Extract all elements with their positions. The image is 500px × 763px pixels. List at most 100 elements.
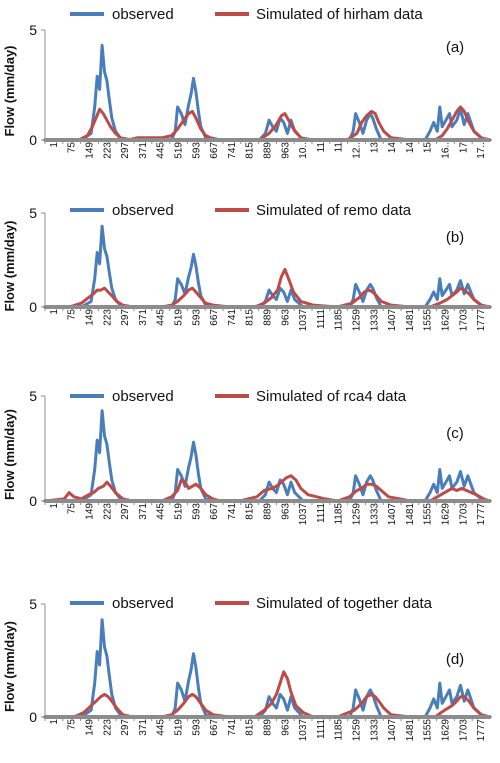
series-simulated-line (43, 105, 492, 142)
legend-simulated-label: Simulated of remo data (256, 202, 412, 219)
y-axis-label: Flow (mm/day) (2, 409, 17, 500)
y-tick-label: 5 (29, 22, 37, 38)
x-tick-label: 1555 (423, 719, 434, 742)
x-tick-label: 1037 (298, 719, 309, 742)
x-tick-label: 1111 (316, 503, 327, 523)
chart-panel-c: observed Simulated of rca4 data Flow (mm/d… (2, 388, 492, 526)
x-tick-label: 1333 (369, 719, 380, 742)
x-tick-label: 149 (85, 503, 96, 520)
x-tick-label: 1407 (387, 719, 398, 742)
panel-label: (a) (446, 39, 464, 56)
x-tick-label: 667 (209, 309, 220, 326)
series-observed-line (43, 224, 492, 309)
x-tick-label: 1481 (405, 503, 416, 526)
x-tick-label: 75 (67, 142, 78, 154)
x-tick-label: 14 (387, 142, 398, 154)
x-tick-label: 593 (191, 503, 202, 520)
x-tick-label: 1 (49, 503, 60, 509)
legend-simulated-label: Simulated of rca4 data (256, 388, 407, 405)
x-tick-label: 297 (120, 309, 131, 326)
x-tick-label: 16.. (441, 142, 452, 159)
y-axis-label: Flow (mm/day) (2, 621, 17, 712)
legend-observed-label: observed (112, 388, 174, 405)
x-tick-label: 149 (85, 309, 96, 326)
x-tick-label: 371 (138, 142, 149, 159)
x-tick-label: 1407 (387, 503, 398, 526)
chart-panel-a: observed Simulated of hirham data Flow (mm… (2, 6, 492, 159)
x-tick-label: 1185 (334, 309, 345, 331)
legend-observed-label: observed (112, 595, 174, 612)
x-tick-label: 1111 (316, 309, 327, 329)
x-tick-label: 1629 (441, 309, 452, 332)
x-tick-label: 297 (120, 142, 131, 159)
x-tick-label: 1185 (334, 503, 345, 525)
x-tick-label: 1111 (316, 719, 327, 739)
x-tick-label: 1555 (423, 503, 434, 526)
x-tick-label: 667 (209, 503, 220, 520)
x-tick-label: 889 (263, 142, 274, 159)
x-tick-label: 371 (138, 309, 149, 326)
y-axis-label: Flow (mm/day) (2, 45, 17, 136)
x-tick-label: 741 (227, 309, 238, 326)
x-tick-label: 13 (369, 142, 380, 154)
x-tick-label: 11 (334, 142, 345, 153)
x-tick-label: 371 (138, 719, 149, 736)
x-tick-label: 12.. (352, 142, 363, 159)
x-tick-label: 75 (67, 309, 78, 321)
y-tick-label: 0 (29, 132, 37, 148)
chart-panel-b: observed Simulated of remo data Flow (mm/d… (2, 202, 492, 332)
legend-observed-label: observed (112, 6, 174, 23)
x-tick-label: 519 (174, 142, 185, 159)
x-tick-label: 593 (191, 142, 202, 159)
x-tick-label: 445 (156, 309, 167, 326)
x-tick-label: 593 (191, 309, 202, 326)
x-tick-label: 815 (245, 142, 256, 159)
series-simulated-line (43, 267, 492, 309)
x-tick-label: 1185 (334, 719, 345, 741)
y-tick-label: 0 (29, 299, 37, 315)
x-tick-label: 14 (405, 142, 416, 154)
x-tick-label: 1703 (458, 503, 469, 526)
x-tick-label: 17.. (476, 142, 487, 159)
x-tick-label: 223 (102, 309, 113, 326)
x-tick-label: 1703 (458, 719, 469, 742)
y-tick-label: 5 (29, 388, 37, 404)
x-tick-label: 815 (245, 503, 256, 520)
x-tick-label: 1333 (369, 503, 380, 526)
x-tick-label: 15 (423, 142, 434, 154)
x-tick-label: 1777 (476, 503, 487, 526)
panel-label: (c) (446, 425, 464, 442)
x-tick-label: 445 (156, 503, 167, 520)
x-tick-label: 1 (49, 142, 60, 148)
x-tick-label: 741 (227, 142, 238, 159)
y-axis-label: Flow (mm/day) (2, 220, 17, 311)
x-tick-label: 519 (174, 719, 185, 736)
legend-simulated-label: Simulated of together data (256, 595, 433, 612)
legend-observed-label: observed (112, 202, 174, 219)
x-tick-label: 889 (263, 309, 274, 326)
x-tick-label: 371 (138, 503, 149, 520)
x-tick-label: 1481 (405, 719, 416, 742)
panel-label: (b) (446, 229, 464, 246)
x-tick-label: 75 (67, 503, 78, 515)
x-tick-label: 297 (120, 719, 131, 736)
x-tick-label: 815 (245, 309, 256, 326)
series-observed-line (43, 43, 492, 142)
x-tick-label: 10.. (298, 142, 309, 159)
x-tick-label: 223 (102, 503, 113, 520)
x-tick-label: 1259 (352, 503, 363, 526)
series-observed-line (43, 618, 492, 719)
x-tick-label: 519 (174, 309, 185, 326)
x-tick-label: 519 (174, 503, 185, 520)
x-tick-label: 1259 (352, 309, 363, 332)
x-tick-label: 445 (156, 142, 167, 159)
x-tick-label: 815 (245, 719, 256, 736)
x-tick-label: 1259 (352, 719, 363, 742)
x-tick-label: 1629 (441, 719, 452, 742)
y-tick-label: 5 (29, 596, 37, 612)
x-tick-label: 223 (102, 719, 113, 736)
x-tick-label: 1777 (476, 719, 487, 742)
x-tick-label: 1037 (298, 503, 309, 526)
x-tick-label: 149 (85, 142, 96, 159)
x-tick-label: 1333 (369, 309, 380, 332)
